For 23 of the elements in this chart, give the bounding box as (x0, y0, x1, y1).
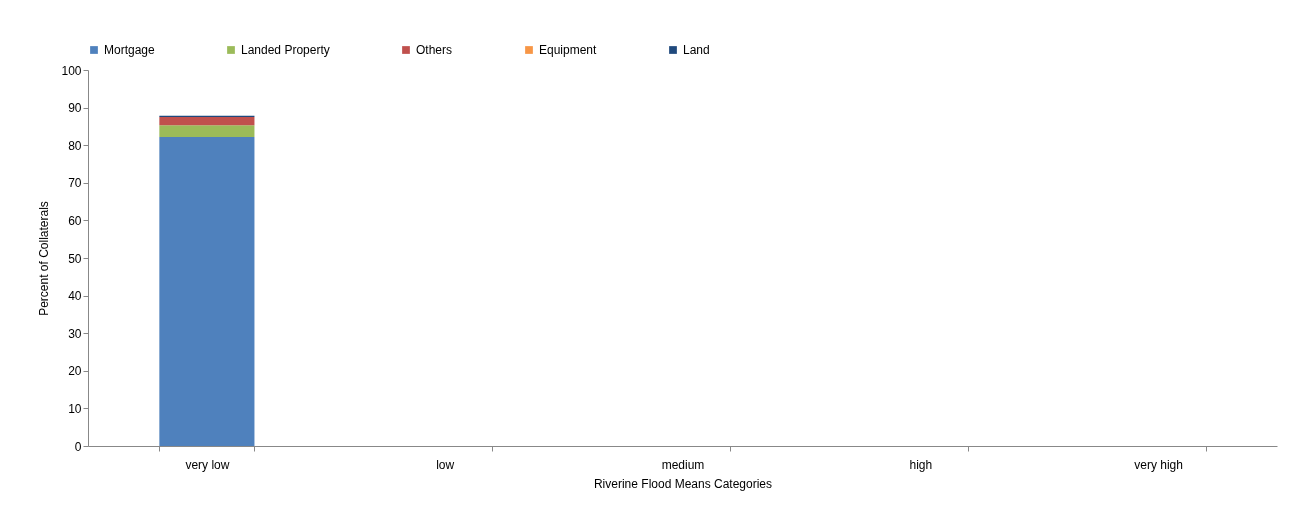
legend-label: Mortgage (104, 43, 156, 57)
y-tick-label: 60 (68, 213, 82, 228)
y-tick-label: 0 (74, 439, 82, 454)
legend-label: Others (416, 43, 453, 57)
y-tick-label: 100 (61, 63, 82, 78)
y-axis-title: Percent of Collaterals (37, 201, 52, 316)
x-tick-label: very low (185, 457, 230, 472)
y-tick-label: 20 (68, 364, 82, 379)
y-tick-label: 40 (68, 289, 82, 304)
x-tick-label: low (436, 457, 455, 472)
legend-label: Equipment (539, 43, 598, 57)
y-tick-label: 50 (68, 251, 82, 266)
legend-label: Landed Property (241, 43, 330, 57)
y-tick-label: 30 (68, 326, 82, 341)
x-tick-label: high (909, 457, 933, 472)
legend-label: Land (683, 43, 710, 57)
y-tick-label: 70 (68, 176, 82, 191)
y-tick-label: 80 (68, 138, 82, 153)
x-axis-title: Riverine Flood Means Categories (593, 476, 773, 491)
y-tick-label: 10 (68, 401, 82, 416)
x-tick-label: very high (1134, 457, 1183, 472)
y-tick-label: 90 (68, 101, 82, 116)
x-tick-label: medium (661, 457, 705, 472)
